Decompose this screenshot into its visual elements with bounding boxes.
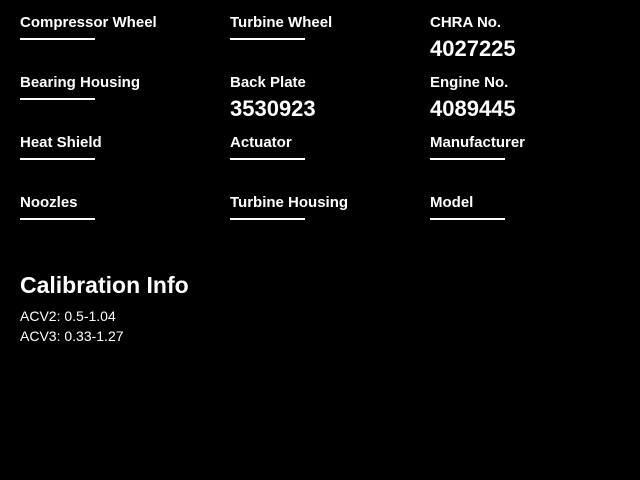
calibration-info-section: Calibration Info ACV2: 0.5-1.04 ACV3: 0.… — [20, 272, 189, 346]
field-underline[interactable] — [230, 218, 305, 220]
field-underline[interactable] — [20, 98, 95, 100]
field-underline[interactable] — [230, 158, 305, 160]
field-chra-no: CHRA No. 4027225 — [430, 15, 516, 62]
field-underline[interactable] — [430, 158, 505, 160]
field-compressor-wheel: Compressor Wheel — [20, 15, 157, 40]
field-engine-no: Engine No. 4089445 — [430, 75, 516, 122]
field-underline[interactable] — [230, 38, 305, 40]
field-heat-shield: Heat Shield — [20, 135, 102, 160]
field-manufacturer: Manufacturer — [430, 135, 525, 160]
field-underline[interactable] — [430, 218, 505, 220]
field-bearing-housing: Bearing Housing — [20, 75, 140, 100]
turbo-spec-sheet: Compressor Wheel Bearing Housing Heat Sh… — [0, 0, 640, 480]
field-turbine-wheel: Turbine Wheel — [230, 15, 332, 40]
field-underline[interactable] — [20, 38, 95, 40]
field-underline[interactable] — [20, 158, 95, 160]
field-turbine-housing: Turbine Housing — [230, 195, 348, 220]
field-back-plate: Back Plate 3530923 — [230, 75, 316, 122]
field-underline[interactable] — [20, 218, 95, 220]
field-noozles: Noozles — [20, 195, 95, 220]
field-model: Model — [430, 195, 505, 220]
field-actuator: Actuator — [230, 135, 305, 160]
